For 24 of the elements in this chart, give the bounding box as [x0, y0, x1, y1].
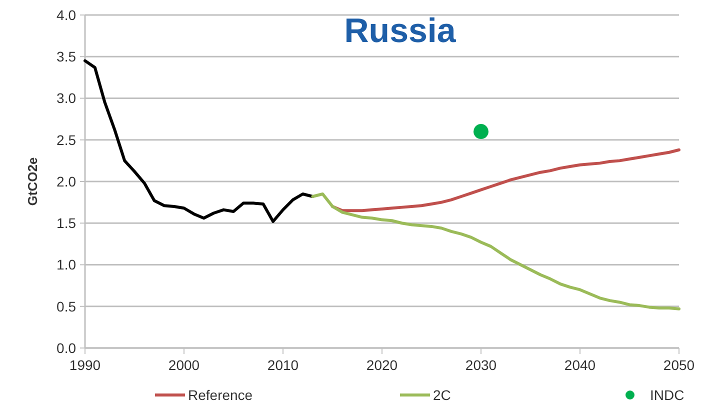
chart-title: Russia: [344, 12, 457, 50]
legend-label: INDC: [650, 386, 684, 403]
y-tick-label: 4.0: [56, 6, 76, 23]
line-series: [84, 59, 314, 223]
y-tick-label: 1.0: [56, 256, 76, 273]
y-tick-label: 3.0: [56, 90, 76, 106]
y-axis-title: GtCO2e: [25, 157, 40, 206]
x-tick-label: 2040: [564, 357, 596, 373]
x-tick-label: 2030: [465, 357, 497, 373]
legend-label: 2C: [433, 386, 451, 403]
y-tick-label: 0.0: [56, 340, 76, 356]
x-tick-label: 2010: [267, 357, 299, 373]
legend-label: Reference: [188, 386, 253, 403]
x-tick-label: 1990: [69, 357, 101, 373]
line-series: [311, 192, 680, 310]
y-tick-label: 3.5: [56, 48, 76, 65]
y-tick-label: 2.0: [56, 173, 76, 190]
x-tick-label: 2020: [366, 357, 398, 373]
y-tick-label: 0.5: [56, 298, 76, 314]
line-series: [331, 148, 680, 212]
x-tick-label: 2050: [663, 357, 695, 373]
x-tick-label: 2000: [168, 357, 200, 373]
y-tick-label: 2.5: [56, 132, 76, 148]
y-tick-label: 1.5: [56, 215, 76, 232]
